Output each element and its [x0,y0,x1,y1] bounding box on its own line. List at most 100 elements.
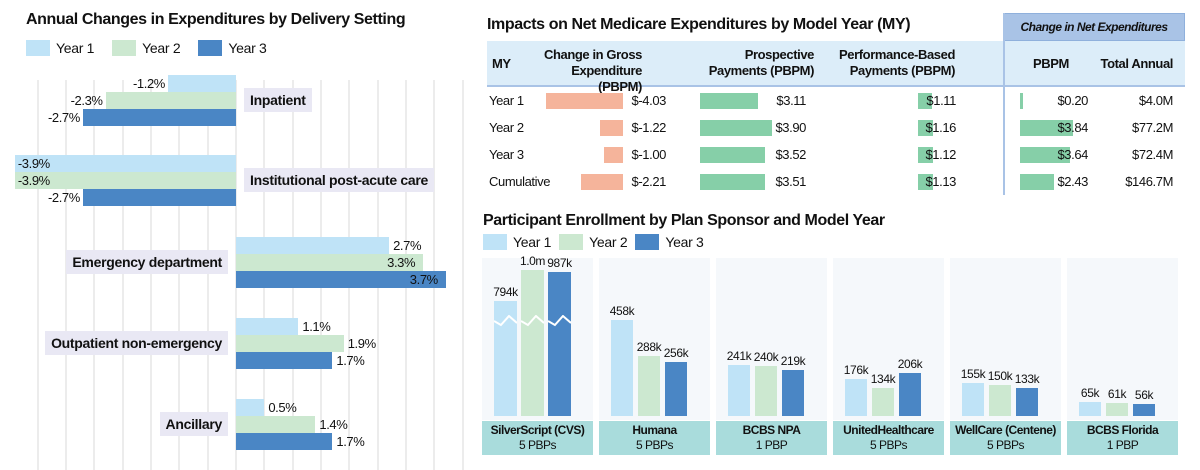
table-header [487,41,1185,87]
performance-bar [918,174,933,190]
category-label: Outpatient non-emergency [45,330,228,355]
legend-swatch [635,234,660,250]
legend-year1: Year 1 [26,40,94,56]
bar-year2-3 [236,335,344,352]
net-pbpm-value: $0.20 [1057,93,1088,108]
bar-year3-4 [236,433,333,450]
data-label: 134k [870,371,896,386]
prospective-value: $3.52 [775,147,806,162]
bar-year1-2 [236,237,390,254]
performance-bar [918,147,933,163]
total-annual-value: $146.7M [1125,174,1173,189]
net-pbpm-bar [1020,174,1054,190]
chart1-legend: Year 1 Year 2 Year 3 [26,40,267,56]
col-my: MY [492,56,511,71]
prospective-value: $3.11 [776,93,806,108]
gross-bar [546,93,623,109]
enrollment-bar [1016,388,1038,416]
net-pbpm-bar [1020,147,1071,163]
gross-value: $-4.03 [631,93,667,108]
data-label: 61k [1107,387,1127,402]
plan-panel [1067,258,1178,420]
bar-year3-3 [236,352,333,369]
gridline [178,80,181,470]
legend-label: Year 2 [142,40,181,56]
axis-break-icon [521,315,544,327]
prospective-value: $3.51 [775,174,806,189]
plan-pbp-count: 5 PBPs [635,438,674,452]
prospective-bar [700,174,765,190]
plan-pbp-count: 5 PBPs [518,438,557,452]
enrollment-bar [1079,402,1101,416]
gross-value: $-2.21 [631,174,667,189]
legend-swatch [483,234,507,250]
col-prospective: Prospective Payments (PBPM) [708,47,815,78]
data-label: 1.7% [336,353,365,368]
chart1-title: Annual Changes in Expenditures by Delive… [26,11,406,28]
data-label: 1.9% [347,336,376,351]
bar-year1-4 [236,399,265,416]
plan-pbp-count: 1 PBP [755,438,788,452]
data-label: 155k [960,367,986,382]
legend-year1: Year 1 [483,234,551,250]
enrollment-bar [521,270,544,416]
enrollment-bar [548,272,571,416]
bar-year1-1 [14,155,236,172]
data-label: 987k [547,256,572,271]
prospective-bar [700,120,773,136]
enrollment-bar [962,383,984,416]
bar-year3-1 [82,189,236,206]
net-pbpm-value: $3.84 [1057,120,1088,135]
plan-pbp-count: 1 PBP [1106,438,1139,452]
category-label: Ancillary [159,411,228,436]
net-pbpm-value: $2.43 [1057,174,1088,189]
row-label: Year 3 [489,147,524,162]
total-annual-value: $72.4M [1132,147,1173,162]
legend-swatch [559,234,584,250]
plan-label: BCBS NPA 1 PBP [716,421,827,455]
axis-break-icon [548,315,571,327]
gross-bar [599,120,623,136]
gridline [121,80,124,470]
bar-year3-2 [236,271,446,288]
enrollment-bar [1133,404,1155,416]
row-label: Cumulative [489,174,551,189]
enrollment-bar [872,387,894,416]
table-title: Impacts on Net Medicare Expenditures by … [487,16,911,33]
col-total-annual: Total Annual [1100,56,1174,71]
performance-bar [918,120,934,136]
plan-pbp-count: 5 PBPs [986,438,1025,452]
data-label: -3.9% [17,156,50,171]
enrollment-bar [782,370,804,416]
legend-label: Year 3 [228,40,267,56]
data-label: -2.3% [70,93,103,108]
bar-year1-3 [236,318,299,335]
data-label: 0.5% [268,400,297,415]
gridline [64,80,67,470]
net-pbpm-value: $3.64 [1057,147,1088,162]
bar-year3-0 [82,109,236,126]
legend-label: Year 1 [56,40,95,56]
gridline [93,80,96,470]
gross-bar [604,147,623,163]
performance-value: $1.16 [925,120,956,135]
gridline [149,80,152,470]
legend-year2: Year 2 [559,234,628,250]
data-label: -2.7% [47,110,80,125]
data-label: 794k [493,285,518,299]
plan-label: UnitedHealthcare 5 PBPs [833,421,944,455]
data-label: 176k [843,363,869,378]
total-annual-value: $4.0M [1138,93,1174,108]
gridline [36,80,39,470]
legend-swatch [198,40,223,56]
data-label: 458k [609,303,635,318]
bar-year1-0 [167,75,236,92]
category-label: Inpatient [244,87,312,112]
legend-label: Year 3 [665,234,704,250]
data-label: 1.0m [519,254,546,269]
performance-value: $1.13 [925,174,956,189]
col-gross: Change in Gross Expenditure (PBPM) [543,47,642,94]
performance-bar [918,93,933,109]
gridline [206,80,209,470]
data-label: 56k [1134,388,1154,403]
